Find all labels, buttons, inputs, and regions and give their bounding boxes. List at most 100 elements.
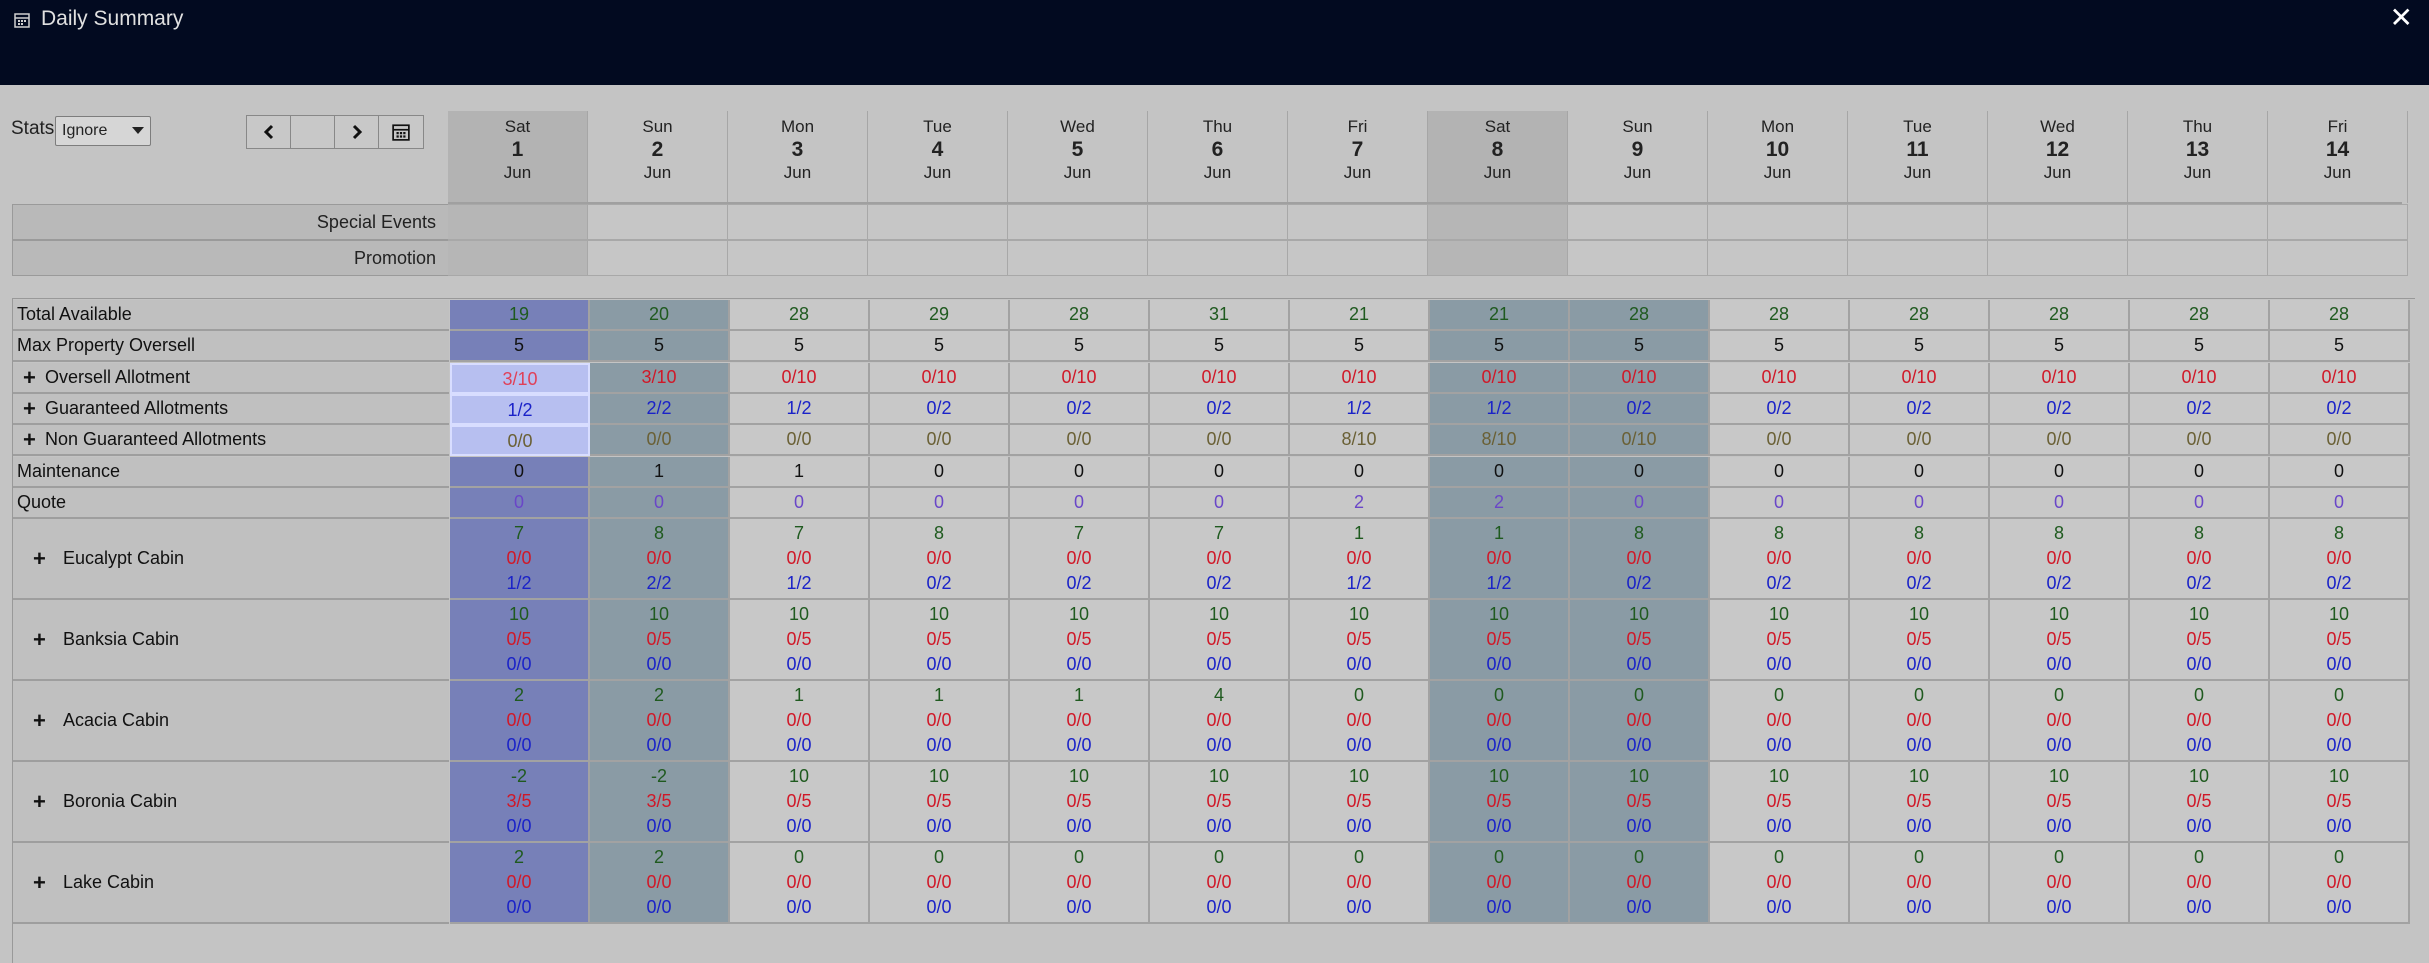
summary-cell[interactable]: 0 <box>1570 457 1710 488</box>
room-cell[interactable]: 10 0/5 0/0 <box>1570 600 1710 681</box>
summary-cell[interactable]: 8/10 <box>1290 425 1430 456</box>
summary-cell[interactable]: 0/0 <box>1150 425 1290 456</box>
room-cell[interactable]: 8 0/0 0/2 <box>1710 519 1850 600</box>
summary-cell[interactable]: 0/0 <box>1010 425 1150 456</box>
special-event-cell[interactable] <box>588 204 728 240</box>
room-cell[interactable]: 0 0/0 0/0 <box>730 843 870 924</box>
summary-row-label[interactable]: + Guaranteed Allotments <box>13 394 449 425</box>
room-cell[interactable]: 0 0/0 0/0 <box>1710 843 1850 924</box>
room-cell[interactable]: 10 0/5 0/0 <box>1150 600 1290 681</box>
summary-cell[interactable]: 1/2 <box>1290 394 1430 425</box>
promotion-cell[interactable] <box>1708 240 1848 276</box>
summary-cell[interactable]: 0/2 <box>2130 394 2270 425</box>
room-cell[interactable]: -2 3/5 0/0 <box>450 762 590 843</box>
summary-cell[interactable]: 0 <box>450 457 590 488</box>
room-cell[interactable]: 2 0/0 0/0 <box>590 681 730 762</box>
summary-cell[interactable]: 0/0 <box>1990 425 2130 456</box>
special-event-cell[interactable] <box>1288 204 1428 240</box>
room-cell[interactable]: 1 0/0 0/0 <box>1010 681 1150 762</box>
room-cell[interactable]: 10 0/5 0/0 <box>1010 600 1150 681</box>
room-cell[interactable]: 0 0/0 0/0 <box>1570 681 1710 762</box>
room-cell[interactable]: 10 0/5 0/0 <box>1710 600 1850 681</box>
day-header[interactable]: Sat 8 Jun <box>1428 111 1568 203</box>
summary-cell[interactable]: 3/10 <box>590 363 730 394</box>
expand-plus-icon[interactable]: + <box>33 626 46 652</box>
day-header[interactable]: Sat 1 Jun <box>448 111 588 203</box>
expand-plus-icon[interactable]: + <box>33 707 46 733</box>
room-cell[interactable]: 2 0/0 0/0 <box>450 681 590 762</box>
room-cell[interactable]: 10 0/5 0/0 <box>2130 762 2270 843</box>
summary-cell[interactable]: 5 <box>1010 331 1150 362</box>
special-event-cell[interactable] <box>1708 204 1848 240</box>
special-event-cell[interactable] <box>1988 204 2128 240</box>
summary-cell[interactable]: 5 <box>2130 331 2270 362</box>
summary-cell[interactable]: 0/10 <box>1710 363 1850 394</box>
room-cell[interactable]: 10 0/5 0/0 <box>1430 600 1570 681</box>
summary-cell[interactable]: 0 <box>870 488 1010 519</box>
special-event-cell[interactable] <box>2128 204 2268 240</box>
special-event-cell[interactable] <box>1848 204 1988 240</box>
summary-cell[interactable]: 0 <box>2270 488 2410 519</box>
room-cell[interactable]: 10 0/5 0/0 <box>730 762 870 843</box>
summary-cell[interactable]: 5 <box>590 331 730 362</box>
summary-cell[interactable]: 5 <box>1850 331 1990 362</box>
room-cell[interactable]: 8 0/0 0/2 <box>2130 519 2270 600</box>
summary-cell[interactable]: 0/0 <box>730 425 870 456</box>
summary-cell[interactable]: 1 <box>590 457 730 488</box>
room-cell[interactable]: 10 0/5 0/0 <box>2270 762 2410 843</box>
day-header[interactable]: Wed 12 Jun <box>1988 111 2128 203</box>
summary-row-label[interactable]: + Non Guaranteed Allotments <box>13 425 449 456</box>
close-icon[interactable]: ✕ <box>2389 2 2413 33</box>
room-cell[interactable]: 8 0/0 0/2 <box>1570 519 1710 600</box>
room-cell[interactable]: 8 0/0 0/2 <box>1850 519 1990 600</box>
summary-row-label[interactable]: + Oversell Allotment <box>13 363 449 394</box>
room-cell[interactable]: 7 0/0 0/2 <box>1010 519 1150 600</box>
promotion-cell[interactable] <box>1288 240 1428 276</box>
summary-cell[interactable]: 5 <box>870 331 1010 362</box>
summary-cell[interactable]: 28 <box>1010 300 1150 331</box>
promotion-cell[interactable] <box>588 240 728 276</box>
summary-cell[interactable]: 31 <box>1150 300 1290 331</box>
summary-cell[interactable]: 28 <box>2270 300 2410 331</box>
room-row-label[interactable]: + Eucalypt Cabin <box>13 519 449 600</box>
room-cell[interactable]: 0 0/0 0/0 <box>1290 681 1430 762</box>
room-cell[interactable]: -2 3/5 0/0 <box>590 762 730 843</box>
summary-cell[interactable]: 5 <box>450 331 590 362</box>
day-header[interactable]: Sun 2 Jun <box>588 111 728 203</box>
special-event-cell[interactable] <box>2268 204 2408 240</box>
room-cell[interactable]: 1 0/0 1/2 <box>1290 519 1430 600</box>
calendar-picker-button[interactable] <box>379 116 423 148</box>
current-date-button[interactable] <box>291 116 335 148</box>
promotion-cell[interactable] <box>2268 240 2408 276</box>
summary-cell[interactable]: 5 <box>1710 331 1850 362</box>
room-cell[interactable]: 10 0/5 0/0 <box>450 600 590 681</box>
promotion-cell[interactable] <box>1148 240 1288 276</box>
room-cell[interactable]: 10 0/5 0/0 <box>870 600 1010 681</box>
summary-cell[interactable]: 0/10 <box>730 363 870 394</box>
room-cell[interactable]: 0 0/0 0/0 <box>1430 843 1570 924</box>
day-header[interactable]: Fri 7 Jun <box>1288 111 1428 203</box>
room-cell[interactable]: 0 0/0 0/0 <box>870 843 1010 924</box>
summary-cell[interactable]: 0/0 <box>2270 425 2410 456</box>
day-header[interactable]: Fri 14 Jun <box>2268 111 2408 203</box>
summary-cell[interactable]: 0/2 <box>870 394 1010 425</box>
summary-cell[interactable]: 0 <box>2270 457 2410 488</box>
room-cell[interactable]: 0 0/0 0/0 <box>1150 843 1290 924</box>
summary-cell[interactable]: 28 <box>730 300 870 331</box>
room-cell[interactable]: 0 0/0 0/0 <box>1010 843 1150 924</box>
promotion-cell[interactable] <box>1568 240 1708 276</box>
summary-cell[interactable]: 0/2 <box>1150 394 1290 425</box>
day-header[interactable]: Mon 3 Jun <box>728 111 868 203</box>
expand-plus-icon[interactable]: + <box>33 869 46 895</box>
room-cell[interactable]: 0 0/0 0/0 <box>1290 843 1430 924</box>
summary-cell[interactable]: 28 <box>1710 300 1850 331</box>
room-cell[interactable]: 1 0/0 0/0 <box>730 681 870 762</box>
promotion-cell[interactable] <box>448 240 588 276</box>
summary-cell[interactable]: 0 <box>1010 488 1150 519</box>
room-cell[interactable]: 0 0/0 0/0 <box>1990 681 2130 762</box>
special-event-cell[interactable] <box>1008 204 1148 240</box>
special-event-cell[interactable] <box>1428 204 1568 240</box>
expand-plus-icon[interactable]: + <box>33 788 46 814</box>
summary-cell[interactable]: 3/10 <box>450 363 590 394</box>
summary-cell[interactable]: 0/10 <box>870 363 1010 394</box>
